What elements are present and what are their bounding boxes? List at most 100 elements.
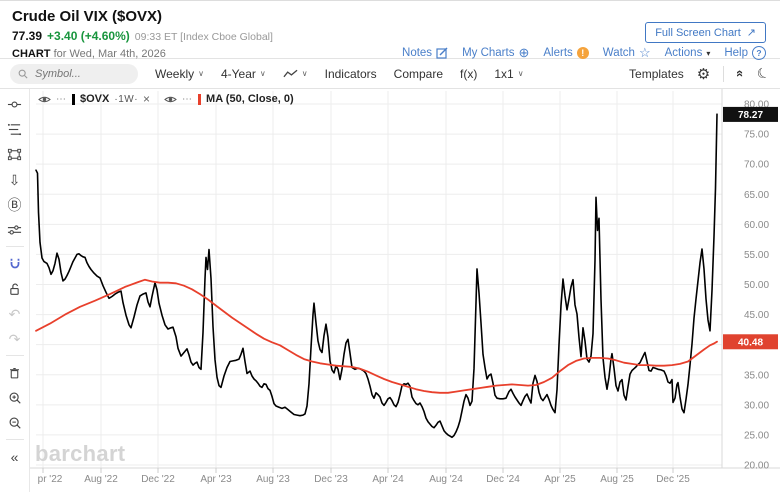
zoom-out-icon[interactable]: [6, 414, 23, 431]
alerts-link[interactable]: Alerts !: [543, 47, 589, 59]
more-options-icon[interactable]: ⋯: [56, 93, 67, 105]
more-options-icon[interactable]: ⋯: [182, 93, 194, 105]
toolbar-right: Templates ⚙ « ☾: [629, 63, 773, 83]
question-circle-icon: ?: [752, 46, 766, 60]
chart-main: ⇩ Ⓑ ↶ ↷ « 20.0025.0030.0035.0040.0045.00…: [0, 89, 780, 492]
fibonacci-tool-icon[interactable]: [6, 121, 23, 138]
compare-button[interactable]: Compare: [394, 67, 443, 81]
my-charts-link-label: My Charts: [462, 47, 515, 59]
indicators-button[interactable]: Indicators: [325, 67, 377, 81]
templates-button[interactable]: Templates: [629, 67, 684, 81]
last-price-badge-text: 78.27: [738, 110, 763, 121]
compare-label: Compare: [393, 66, 444, 81]
x-axis-label[interactable]: Apr '23: [200, 474, 232, 485]
gear-icon[interactable]: ⚙: [696, 65, 711, 83]
alert-badge-icon: !: [576, 47, 589, 59]
y-axis-label[interactable]: 55.00: [744, 250, 769, 261]
chevron-down-icon: ∨: [198, 69, 204, 78]
lock-drawings-icon[interactable]: [6, 280, 23, 297]
brush-tool-icon[interactable]: Ⓑ: [7, 196, 22, 213]
x-axis-label[interactable]: Aug '25: [600, 474, 634, 485]
x-axis-label[interactable]: Apr '25: [544, 474, 576, 485]
chart-canvas[interactable]: 20.0025.0030.0035.0040.0045.0050.0055.00…: [30, 89, 780, 492]
chevron-down-icon: ∨: [301, 69, 308, 78]
fx-button[interactable]: f(x): [460, 67, 477, 81]
eye-icon[interactable]: [164, 95, 177, 104]
fullscreen-arrow-icon: ↗: [746, 27, 756, 39]
y-axis-label[interactable]: 30.00: [744, 400, 769, 411]
chart-date: for Wed, Mar 4th, 2026: [53, 48, 166, 60]
symbol-search[interactable]: [10, 63, 138, 84]
chart-label: CHART: [12, 48, 51, 60]
cursor-tool-icon[interactable]: [6, 96, 23, 113]
y-axis-label[interactable]: 20.00: [744, 461, 769, 472]
shapes-tool-icon[interactable]: [6, 146, 23, 163]
collapse-sidebar-icon[interactable]: «: [10, 448, 19, 465]
templates-label: Templates: [629, 66, 684, 81]
frequency-label: Weekly: [155, 66, 195, 81]
frequency-dropdown[interactable]: Weekly ∨: [155, 67, 204, 81]
legend-ma-label: MA (50, Close, 0): [206, 93, 294, 105]
series-ma: [35, 278, 718, 394]
header-links: Notes My Charts ⊕ Alerts ! Watch ☆ Actio…: [402, 45, 766, 61]
zoom-in-icon[interactable]: [6, 389, 23, 406]
fullscreen-chart-button[interactable]: Full Screen Chart ↗: [645, 22, 766, 43]
notes-link[interactable]: Notes: [402, 47, 448, 59]
help-link[interactable]: Help ?: [724, 46, 766, 60]
ma-value-badge: [723, 334, 778, 350]
chart-style-dropdown[interactable]: ∨: [283, 69, 308, 79]
ma-value-badge-text: 40.48: [738, 337, 763, 348]
x-axis-label[interactable]: Aug '22: [84, 474, 118, 485]
sidebar-divider: [5, 246, 24, 247]
x-axis-label[interactable]: Dec '24: [486, 474, 520, 485]
arrow-tool-icon[interactable]: ⇩: [8, 171, 21, 188]
magnet-mode-icon[interactable]: [6, 255, 23, 272]
last-price: 77.39: [12, 29, 43, 43]
watch-link-label: Watch: [602, 47, 635, 59]
settings-sliders-icon[interactable]: [6, 221, 23, 238]
eye-icon[interactable]: [38, 95, 51, 104]
y-axis-label[interactable]: 45.00: [744, 310, 769, 321]
drawing-tools-sidebar: ⇩ Ⓑ ↶ ↷ «: [0, 89, 30, 492]
x-axis-label[interactable]: Apr '24: [372, 474, 404, 485]
actions-menu[interactable]: Actions ▾: [665, 47, 711, 59]
layout-dropdown[interactable]: 1x1 ∨: [494, 67, 523, 81]
y-axis-label[interactable]: 70.00: [744, 160, 769, 171]
alerts-link-label: Alerts: [543, 47, 573, 59]
legend-period: ·1W·: [114, 93, 139, 105]
x-axis-label[interactable]: pr '22: [38, 474, 63, 485]
my-charts-link[interactable]: My Charts ⊕: [462, 45, 529, 61]
y-axis-label[interactable]: 35.00: [744, 370, 769, 381]
redo-icon[interactable]: ↷: [8, 330, 21, 347]
x-axis-label[interactable]: Aug '23: [256, 474, 290, 485]
y-axis-label[interactable]: 75.00: [744, 130, 769, 141]
dark-mode-icon[interactable]: ☾: [754, 63, 773, 83]
header: Crude Oil VIX ($OVX) 77.39 +3.40 (+4.60%…: [0, 1, 780, 61]
delete-drawings-icon[interactable]: [6, 364, 23, 381]
collapse-panel-icon[interactable]: «: [733, 69, 749, 78]
fullscreen-chart-label: Full Screen Chart: [655, 26, 741, 39]
y-axis-label[interactable]: 25.00: [744, 430, 769, 441]
sidebar-divider: [5, 439, 24, 440]
indicators-label: Indicators: [324, 66, 377, 81]
y-axis-label[interactable]: 80.00: [744, 100, 769, 111]
watch-link[interactable]: Watch ☆: [603, 45, 651, 61]
chevron-down-icon: ∨: [259, 69, 266, 78]
close-icon[interactable]: ×: [143, 92, 151, 106]
y-axis-label[interactable]: 60.00: [744, 220, 769, 231]
barchart-watermark: barchart: [35, 441, 126, 466]
y-axis-label[interactable]: 65.00: [744, 190, 769, 201]
help-link-label: Help: [724, 47, 748, 59]
x-axis-label[interactable]: Aug '24: [429, 474, 463, 485]
symbol-search-input[interactable]: [33, 66, 117, 81]
x-axis-label[interactable]: Dec '22: [141, 474, 175, 485]
x-axis-label[interactable]: Dec '23: [314, 474, 348, 485]
undo-icon[interactable]: ↶: [8, 305, 21, 322]
y-axis-label[interactable]: 50.00: [744, 280, 769, 291]
page-title: Crude Oil VIX ($OVX): [12, 8, 163, 25]
range-dropdown[interactable]: 4-Year ∨: [221, 67, 266, 81]
notes-link-label: Notes: [402, 47, 433, 59]
x-axis-label[interactable]: Dec '25: [656, 474, 690, 485]
fx-label: f(x): [460, 66, 478, 81]
